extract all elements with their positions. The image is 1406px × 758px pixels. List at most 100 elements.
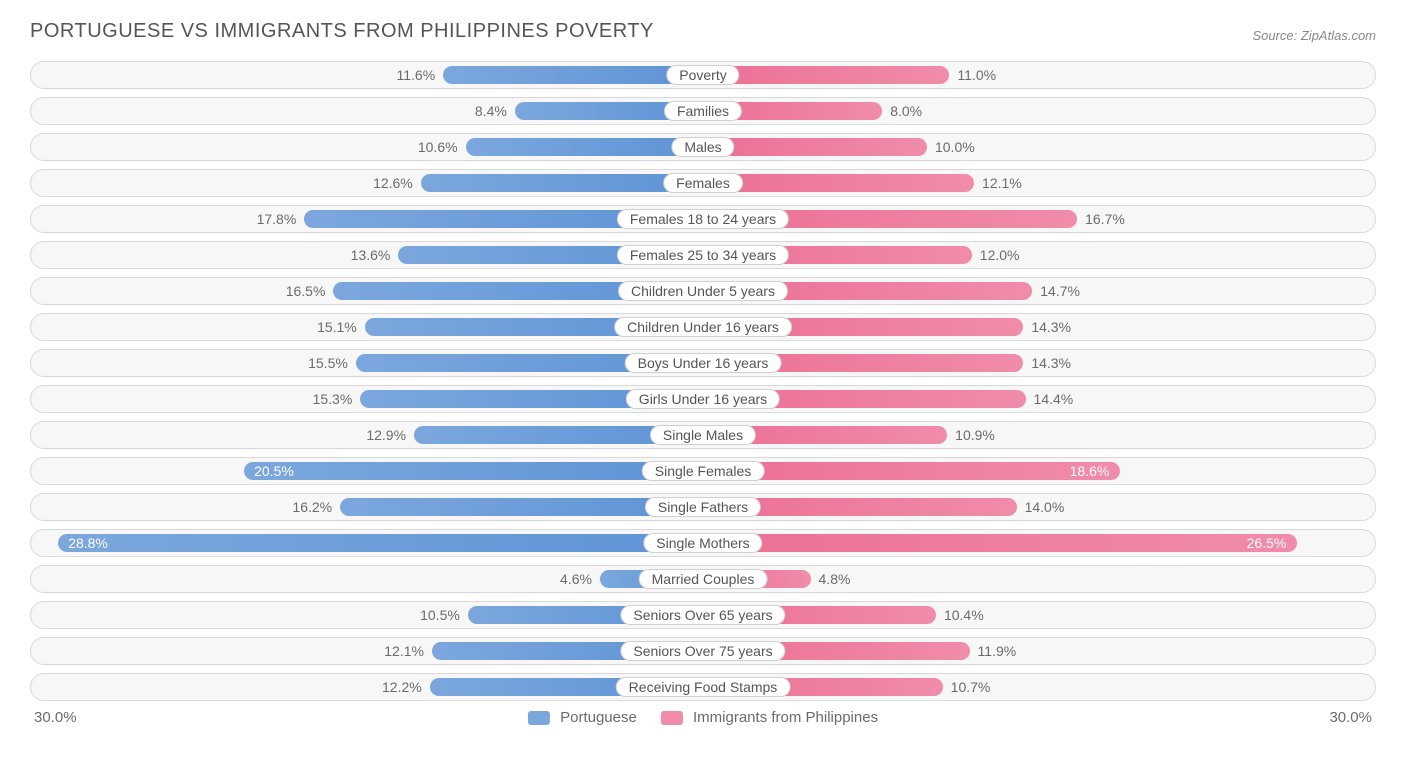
value-right: 16.7% (1085, 211, 1125, 227)
category-label: Married Couples (639, 569, 768, 589)
chart-row: 28.8% 26.5% Single Mothers (30, 529, 1376, 557)
bar-half-right: 4.8% (703, 566, 1375, 592)
chart-row: 10.6%10.0%Males (30, 133, 1376, 161)
bar-half-right: 14.3% (703, 314, 1375, 340)
category-label: Boys Under 16 years (625, 353, 782, 373)
value-right: 12.0% (980, 247, 1020, 263)
value-left: 4.6% (560, 571, 592, 587)
category-label: Females 25 to 34 years (617, 245, 789, 265)
bar-half-right: 26.5% (703, 530, 1375, 556)
bar-half-left: 8.4% (31, 98, 703, 124)
chart-footer: 30.0% Portuguese Immigrants from Philipp… (30, 709, 1376, 726)
chart-row: 12.9%10.9%Single Males (30, 421, 1376, 449)
category-label: Receiving Food Stamps (616, 677, 791, 697)
value-right: 11.9% (978, 643, 1017, 659)
bar-half-left: 4.6% (31, 566, 703, 592)
value-right: 14.3% (1031, 319, 1071, 335)
chart-row: 4.6% 4.8% Married Couples (30, 565, 1376, 593)
bar-half-left: 17.8% (31, 206, 703, 232)
bar-left (466, 138, 703, 156)
chart-row: 13.6% 12.0% Females 25 to 34 years (30, 241, 1376, 269)
bar-half-right: 16.7% (703, 206, 1375, 232)
chart-row: 8.4%8.0%Families (30, 97, 1376, 125)
bar-left (443, 66, 703, 84)
category-label: Children Under 5 years (618, 281, 788, 301)
bar-half-right: 12.0% (703, 242, 1375, 268)
bar-half-left: 12.1% (31, 638, 703, 664)
category-label: Single Mothers (643, 533, 762, 553)
chart-row: 16.5% 14.7% Children Under 5 years (30, 277, 1376, 305)
category-label: Children Under 16 years (614, 317, 792, 337)
bar-half-right: 11.9% (703, 638, 1375, 664)
category-label: Seniors Over 65 years (620, 605, 785, 625)
value-left: 12.6% (373, 175, 413, 191)
category-label: Single Females (642, 461, 765, 481)
value-right: 4.8% (819, 571, 851, 587)
chart-row: 10.5% 10.4% Seniors Over 65 years (30, 601, 1376, 629)
bar-half-left: 15.1% (31, 314, 703, 340)
chart-row: 12.2%10.7%Receiving Food Stamps (30, 673, 1376, 701)
value-right: 18.6% (1070, 463, 1110, 479)
bar-right (703, 66, 949, 84)
bar-half-left: 11.6% (31, 62, 703, 88)
bar-half-right: 8.0% (703, 98, 1375, 124)
legend-item-right: Immigrants from Philippines (661, 709, 878, 726)
value-right: 14.3% (1031, 355, 1071, 371)
bar-right (703, 138, 927, 156)
value-left: 15.3% (313, 391, 353, 407)
bar-half-left: 12.6% (31, 170, 703, 196)
value-left: 12.9% (366, 427, 406, 443)
bar-half-left: 13.6% (31, 242, 703, 268)
value-left: 12.1% (384, 643, 424, 659)
bar-half-right: 10.4% (703, 602, 1375, 628)
value-left: 20.5% (254, 463, 294, 479)
chart-row: 15.3%14.4%Girls Under 16 years (30, 385, 1376, 413)
bar-left (421, 174, 703, 192)
chart-legend: Portuguese Immigrants from Philippines (528, 709, 878, 726)
chart-source: Source: ZipAtlas.com (1252, 28, 1376, 43)
chart-row: 15.5% 14.3% Boys Under 16 years (30, 349, 1376, 377)
bar-half-left: 12.9% (31, 422, 703, 448)
value-left: 11.6% (397, 67, 436, 83)
chart-header: PORTUGUESE VS IMMIGRANTS FROM PHILIPPINE… (30, 20, 1376, 43)
chart-row: 12.1%11.9%Seniors Over 75 years (30, 637, 1376, 665)
value-right: 14.0% (1025, 499, 1065, 515)
category-label: Females 18 to 24 years (617, 209, 789, 229)
bar-half-right: 11.0% (703, 62, 1375, 88)
legend-swatch-left (528, 711, 550, 725)
legend-label-left: Portuguese (560, 709, 637, 726)
value-right: 14.4% (1034, 391, 1074, 407)
chart-row: 12.6%12.1%Females (30, 169, 1376, 197)
value-left: 15.1% (317, 319, 357, 335)
bar-half-left: 15.3% (31, 386, 703, 412)
chart-row: 16.2%14.0%Single Fathers (30, 493, 1376, 521)
value-left: 13.6% (351, 247, 391, 263)
bar-half-left: 15.5% (31, 350, 703, 376)
value-right: 26.5% (1247, 535, 1287, 551)
legend-label-right: Immigrants from Philippines (693, 709, 878, 726)
value-right: 10.7% (951, 679, 991, 695)
chart-row: 15.1% 14.3% Children Under 16 years (30, 313, 1376, 341)
category-label: Single Males (650, 425, 756, 445)
value-left: 17.8% (257, 211, 297, 227)
bar-half-right: 18.6% (703, 458, 1375, 484)
bar-half-left: 20.5% (31, 458, 703, 484)
chart-row: 11.6%11.0%Poverty (30, 61, 1376, 89)
category-label: Females (663, 173, 743, 193)
value-left: 10.5% (420, 607, 460, 623)
value-left: 15.5% (308, 355, 348, 371)
value-right: 10.4% (944, 607, 984, 623)
bar-half-right: 14.4% (703, 386, 1375, 412)
value-left: 8.4% (475, 103, 507, 119)
value-right: 14.7% (1040, 283, 1080, 299)
bar-half-left: 28.8% (31, 530, 703, 556)
bar-half-left: 16.5% (31, 278, 703, 304)
diverging-bar-chart: 11.6%11.0%Poverty8.4%8.0%Families10.6%10… (30, 61, 1376, 701)
bar-half-right: 14.3% (703, 350, 1375, 376)
value-left: 10.6% (418, 139, 458, 155)
value-left: 16.2% (292, 499, 332, 515)
bar-left (58, 534, 703, 552)
bar-half-right: 14.7% (703, 278, 1375, 304)
category-label: Males (671, 137, 734, 157)
chart-row: 20.5% 18.6% Single Females (30, 457, 1376, 485)
